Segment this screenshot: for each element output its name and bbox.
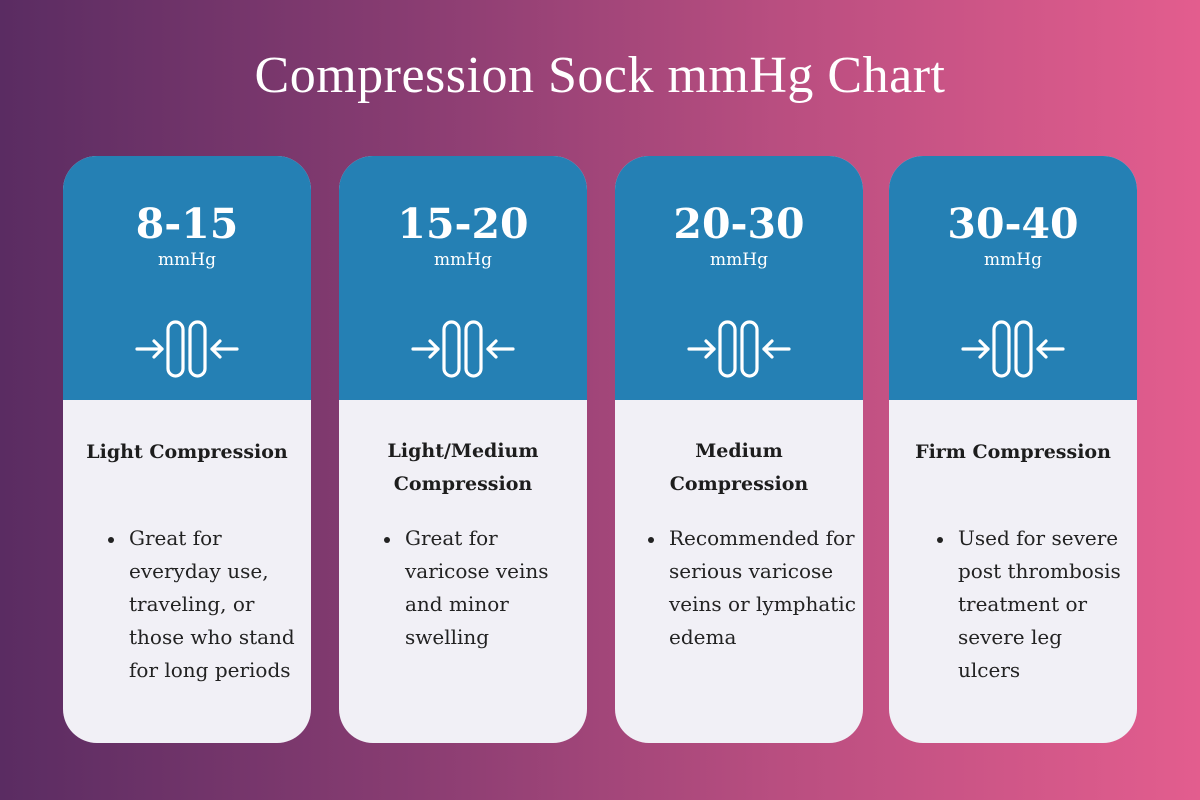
compression-card-light: 8-15 mmHg Light Compression Great for ev… <box>63 156 311 743</box>
description-item: Great for everyday use, traveling, or th… <box>108 522 298 687</box>
pressure-range: 8-15 <box>135 200 239 248</box>
page-title: Compression Sock mmHg Chart <box>254 47 946 104</box>
pressure-range: 15-20 <box>397 200 529 248</box>
card-header: 30-40 mmHg <box>889 156 1137 400</box>
card-header: 8-15 mmHg <box>63 156 311 400</box>
pressure-unit: mmHg <box>984 250 1042 270</box>
compression-arrows-icon <box>411 320 515 378</box>
pressure-range: 20-30 <box>673 200 805 248</box>
compression-card-medium: 20-30 mmHg Medium Compression Recommende… <box>615 156 863 743</box>
description-list: Great for varicose veins and minor swell… <box>384 522 579 654</box>
description-list: Used for severe post thrombosis treatmen… <box>937 522 1122 687</box>
description-item: Great for varicose veins and minor swell… <box>384 522 579 654</box>
description-item: Recommended for serious varicose veins o… <box>648 522 860 654</box>
compression-arrows-icon <box>961 320 1065 378</box>
description-list: Recommended for serious varicose veins o… <box>648 522 860 654</box>
compression-arrows-icon <box>135 320 239 378</box>
pressure-range: 30-40 <box>947 200 1079 248</box>
card-header: 15-20 mmHg <box>339 156 587 400</box>
description-item: Used for severe post thrombosis treatmen… <box>937 522 1122 687</box>
pressure-unit: mmHg <box>710 250 768 270</box>
card-header: 20-30 mmHg <box>615 156 863 400</box>
compression-card-firm: 30-40 mmHg Firm Compression Used for sev… <box>889 156 1137 743</box>
compression-level-label: Firm Compression <box>915 441 1111 463</box>
compression-level-label: Light/Medium Compression <box>387 440 539 495</box>
compression-card-light-medium: 15-20 mmHg Light/Medium Compression Grea… <box>339 156 587 743</box>
description-list: Great for everyday use, traveling, or th… <box>108 522 298 687</box>
compression-level-label: Medium Compression <box>669 440 809 495</box>
compression-arrows-icon <box>687 320 791 378</box>
pressure-unit: mmHg <box>434 250 492 270</box>
pressure-unit: mmHg <box>158 250 216 270</box>
compression-level-label: Light Compression <box>86 441 288 463</box>
